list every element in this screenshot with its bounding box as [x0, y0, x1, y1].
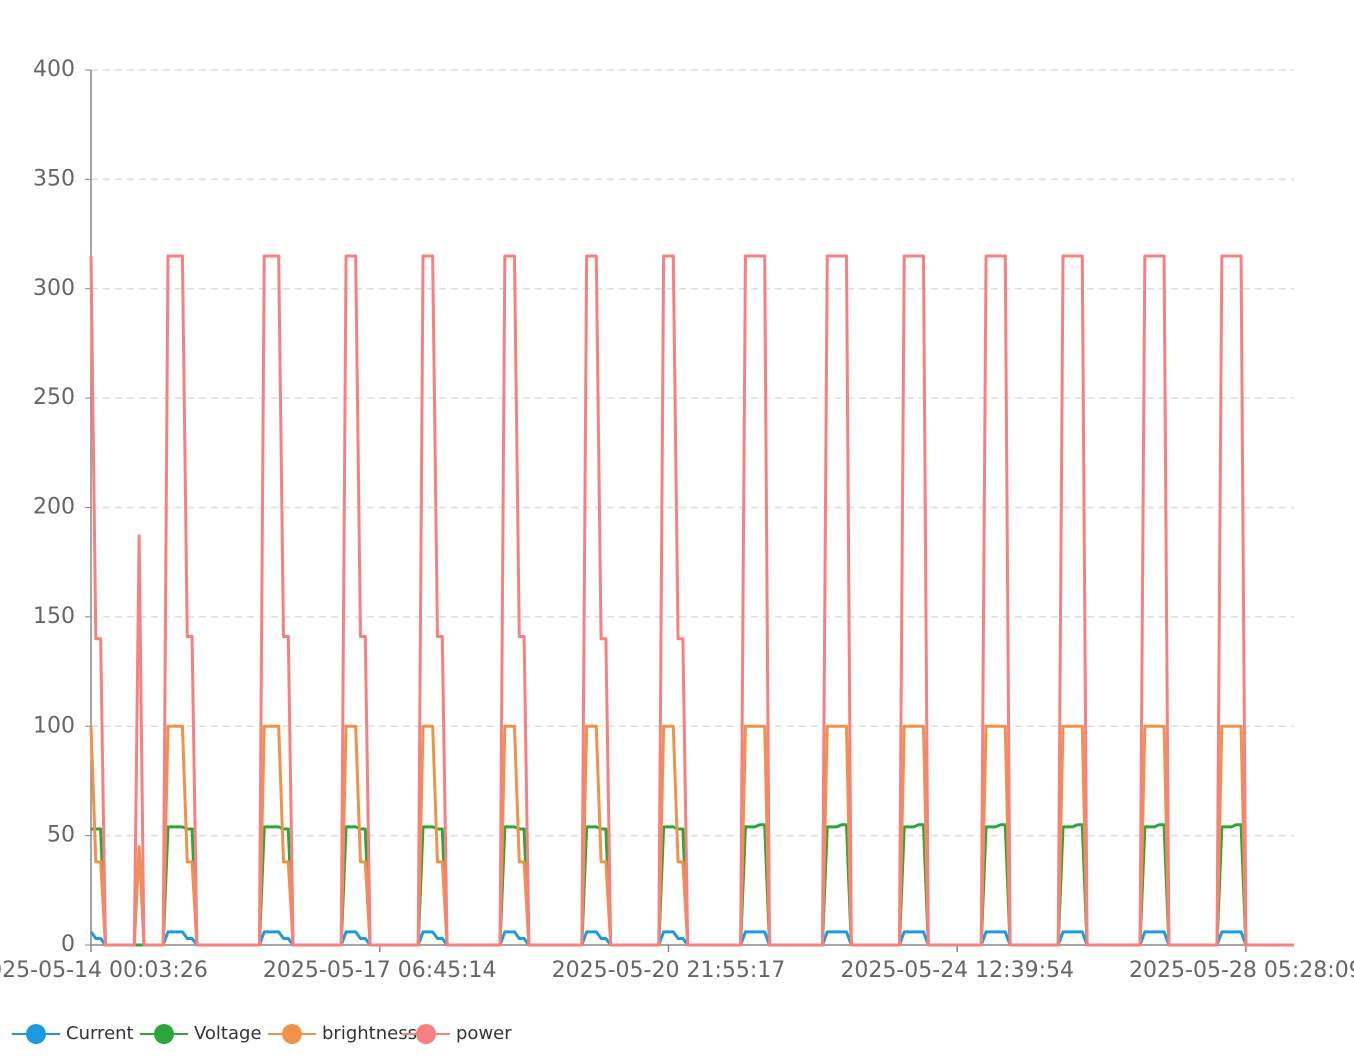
- legend-label: Voltage: [194, 1023, 262, 1044]
- legend-marker: [154, 1024, 174, 1044]
- y-tick-label: 100: [33, 713, 75, 738]
- legend-label: Current: [66, 1023, 134, 1044]
- y-tick-label: 350: [33, 166, 75, 191]
- y-tick-label: 200: [33, 495, 75, 520]
- legend-item: brightness: [268, 1023, 417, 1044]
- y-tick-label: 250: [33, 385, 75, 410]
- series-line: [89, 930, 1294, 947]
- y-tick-label: 150: [33, 604, 75, 629]
- legend-item: power: [402, 1023, 512, 1044]
- y-tick-label: 50: [47, 823, 75, 848]
- x-tick-label: 2025-05-17 06:45:14: [263, 958, 497, 983]
- x-tick-label: 2025-05-14 00:03:26: [0, 958, 208, 983]
- legend-marker: [416, 1024, 436, 1044]
- series-line: [91, 823, 1294, 947]
- legend-item: Current: [12, 1023, 134, 1044]
- legend-marker: [26, 1024, 46, 1044]
- x-tick-label: 2025-05-20 21:55:17: [552, 958, 786, 983]
- legend-item: Voltage: [140, 1023, 262, 1044]
- x-tick-label: 2025-05-28 05:28:09: [1129, 958, 1354, 983]
- y-tick-label: 400: [33, 57, 75, 82]
- legend-label: brightness: [322, 1023, 417, 1044]
- y-tick-label: 0: [61, 932, 75, 957]
- y-tick-label: 300: [33, 276, 75, 301]
- legend-marker: [282, 1024, 302, 1044]
- x-tick-label: 2025-05-24 12:39:54: [840, 958, 1074, 983]
- series-line: [89, 254, 1294, 947]
- legend-label: power: [456, 1023, 512, 1044]
